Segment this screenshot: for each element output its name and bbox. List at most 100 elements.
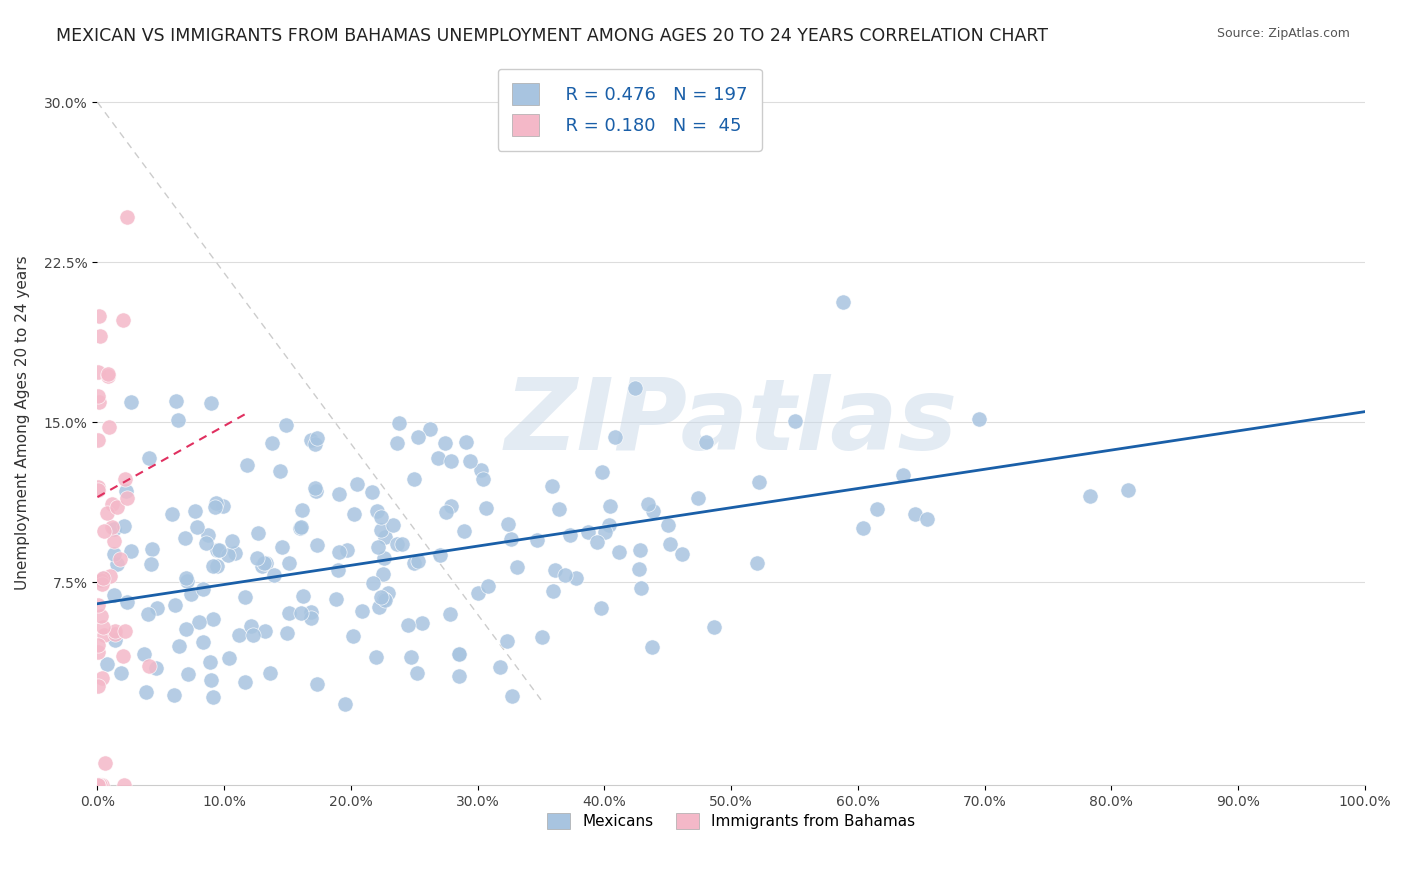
Point [361, 576, 384, 591]
Point [343, 507, 366, 521]
Point [607, 545, 630, 559]
Point [866, 501, 889, 516]
Point [891, 467, 914, 482]
Point [368, 599, 391, 614]
Point [336, 543, 359, 558]
Point [100, 569, 122, 583]
Point [447, 647, 470, 661]
Point [114, 624, 136, 639]
Point [627, 562, 650, 576]
Point [475, 500, 498, 515]
Point [290, 520, 312, 534]
Point [387, 537, 409, 551]
Point [254, 624, 277, 638]
Point [87, 389, 110, 403]
Point [262, 436, 284, 450]
Point [449, 647, 471, 661]
Point [115, 595, 138, 609]
Point [367, 541, 389, 555]
Point [304, 481, 326, 495]
Point [408, 554, 430, 568]
Point [179, 587, 201, 601]
Point [373, 592, 395, 607]
Point [477, 579, 499, 593]
Point [370, 523, 392, 537]
Point [90, 778, 112, 792]
Point [97, 368, 120, 383]
Point [91, 571, 114, 585]
Point [405, 665, 427, 680]
Point [593, 524, 616, 539]
Point [540, 479, 562, 493]
Point [531, 630, 554, 644]
Point [138, 607, 160, 622]
Point [186, 520, 208, 534]
Point [162, 507, 184, 521]
Point [96, 367, 118, 381]
Point [589, 601, 612, 615]
Point [915, 512, 938, 526]
Point [212, 500, 235, 514]
Point [174, 531, 197, 545]
Point [299, 434, 322, 448]
Point [541, 584, 564, 599]
Point [104, 624, 127, 639]
Point [145, 661, 167, 675]
Text: MEXICAN VS IMMIGRANTS FROM BAHAMAS UNEMPLOYMENT AMONG AGES 20 TO 24 YEARS CORREL: MEXICAN VS IMMIGRANTS FROM BAHAMAS UNEMP… [56, 27, 1049, 45]
Point [246, 551, 269, 566]
Point [217, 549, 239, 563]
Point [370, 510, 392, 524]
Point [166, 413, 188, 427]
Point [240, 619, 263, 633]
Point [105, 557, 128, 571]
Point [548, 502, 571, 516]
Point [90, 609, 112, 624]
Point [402, 556, 425, 570]
Point [96, 657, 118, 672]
Point [305, 483, 328, 498]
Point [565, 571, 588, 585]
Point [969, 412, 991, 426]
Point [132, 647, 155, 661]
Point [97, 419, 120, 434]
Point [328, 563, 350, 577]
Point [114, 472, 136, 486]
Point [328, 545, 350, 559]
Point [852, 521, 875, 535]
Point [87, 644, 110, 658]
Point [138, 658, 160, 673]
Point [250, 559, 273, 574]
Point [603, 429, 626, 443]
Point [288, 521, 311, 535]
Point [748, 475, 770, 489]
Point [657, 517, 679, 532]
Point [333, 697, 356, 711]
Point [120, 395, 142, 409]
Point [558, 528, 581, 542]
Point [87, 599, 110, 613]
Point [101, 497, 124, 511]
Point [643, 504, 665, 518]
Point [233, 675, 256, 690]
Point [112, 519, 135, 533]
Point [174, 622, 197, 636]
Point [406, 430, 429, 444]
Point [489, 659, 512, 673]
Point [117, 211, 139, 225]
Point [404, 472, 426, 486]
Point [103, 547, 125, 561]
Point [176, 574, 198, 588]
Point [904, 508, 927, 522]
Point [87, 480, 110, 494]
Point [585, 535, 607, 549]
Point [91, 577, 114, 591]
Point [93, 571, 115, 585]
Point [110, 665, 132, 680]
Point [623, 381, 645, 395]
Point [86, 365, 108, 379]
Point [434, 505, 457, 519]
Point [108, 551, 131, 566]
Point [785, 414, 807, 428]
Point [146, 601, 169, 615]
Point [373, 551, 395, 566]
